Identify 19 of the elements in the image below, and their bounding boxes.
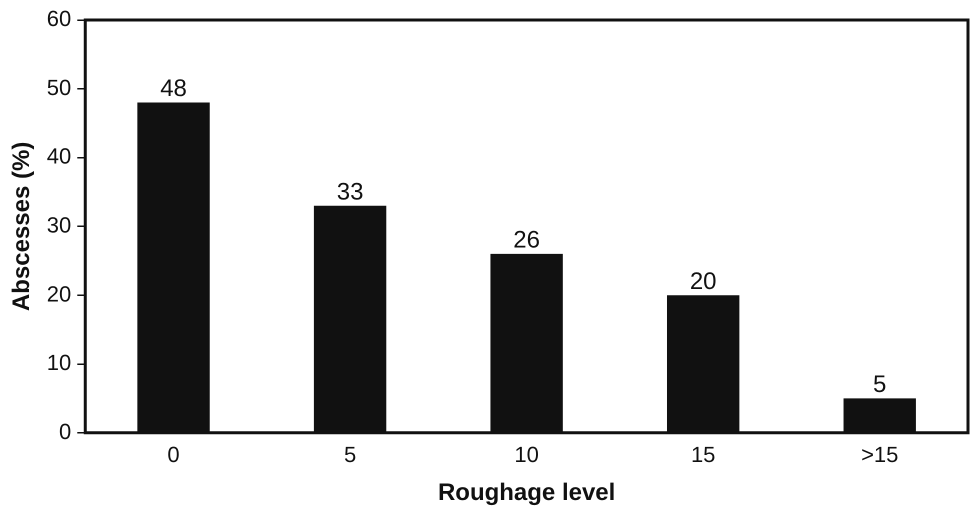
x-axis-title: Roughage level: [438, 479, 616, 506]
data-label: 33: [336, 178, 364, 206]
x-tick-label: 0: [167, 442, 180, 468]
y-tick-label: 30: [46, 212, 72, 238]
y-tick-label: 20: [46, 281, 72, 306]
x-tick-label: 5: [344, 442, 356, 468]
y-tick-label: 40: [46, 144, 72, 169]
y-axis-title: Abscesses (%): [8, 142, 36, 312]
data-label: 26: [513, 226, 540, 254]
y-tick-label: 0: [59, 418, 72, 444]
data-label: 5: [873, 371, 886, 398]
data-label: 48: [160, 75, 187, 102]
y-tick-label: 50: [46, 74, 72, 100]
data-label: 20: [690, 268, 717, 295]
y-tick-label: 10: [46, 350, 72, 376]
y-tick-label: 60: [46, 6, 72, 32]
x-tick-label: >15: [861, 442, 898, 468]
x-tick-label: 15: [690, 442, 716, 468]
x-tick-label: 10: [514, 442, 539, 468]
